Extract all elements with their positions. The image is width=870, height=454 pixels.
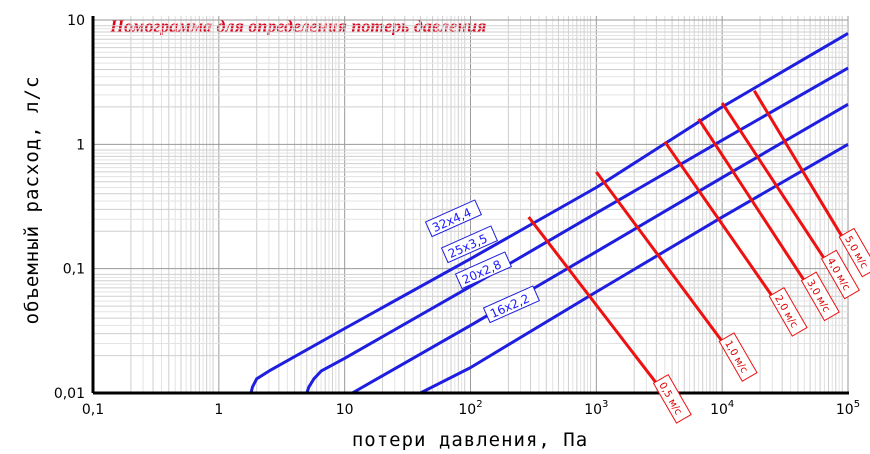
x-axis-title: потери давления, Па bbox=[352, 429, 588, 451]
x-tick-label: 105 bbox=[836, 399, 860, 418]
series-label-box bbox=[454, 251, 513, 290]
velocity-line bbox=[527, 216, 658, 385]
series-label-box bbox=[482, 285, 541, 324]
velocity-line bbox=[663, 140, 774, 298]
velocity-line bbox=[595, 171, 724, 343]
series-label: 20x2,8 bbox=[454, 251, 513, 290]
x-tick-label: 0,1 bbox=[82, 402, 104, 418]
x-tick-label: 103 bbox=[584, 399, 608, 418]
series-line bbox=[305, 66, 849, 394]
series-line bbox=[351, 103, 849, 395]
y-axis-title: объемный расход, л/с bbox=[21, 76, 43, 325]
velocity-label-box bbox=[652, 374, 692, 424]
velocity-label-box bbox=[820, 249, 860, 300]
x-tick-label: 10 bbox=[336, 402, 354, 418]
velocity-lines bbox=[527, 89, 844, 385]
x-tick-label: 1 bbox=[214, 402, 223, 418]
velocity-line bbox=[697, 118, 806, 282]
velocity-line bbox=[720, 102, 826, 260]
y-tick-label: 0,1 bbox=[63, 262, 85, 278]
velocity-label: 1,0 м/с bbox=[718, 332, 758, 382]
y-tick-label: 1 bbox=[76, 137, 85, 153]
y-tick-label: 10 bbox=[67, 13, 85, 29]
series-label-box bbox=[424, 199, 483, 238]
axes bbox=[91, 16, 849, 395]
x-tick-label: 102 bbox=[458, 399, 482, 418]
x-tick-label: 104 bbox=[710, 399, 734, 418]
series-line bbox=[249, 32, 849, 394]
series-label-box bbox=[440, 225, 499, 264]
velocity-label: 0,5 м/с bbox=[652, 374, 692, 424]
y-tick-label: 0,01 bbox=[54, 386, 85, 402]
velocity-label-box bbox=[800, 271, 840, 322]
velocity-line bbox=[753, 89, 844, 238]
velocity-label-box bbox=[718, 332, 758, 382]
velocity-label-box bbox=[768, 287, 808, 337]
series-line bbox=[419, 143, 849, 395]
